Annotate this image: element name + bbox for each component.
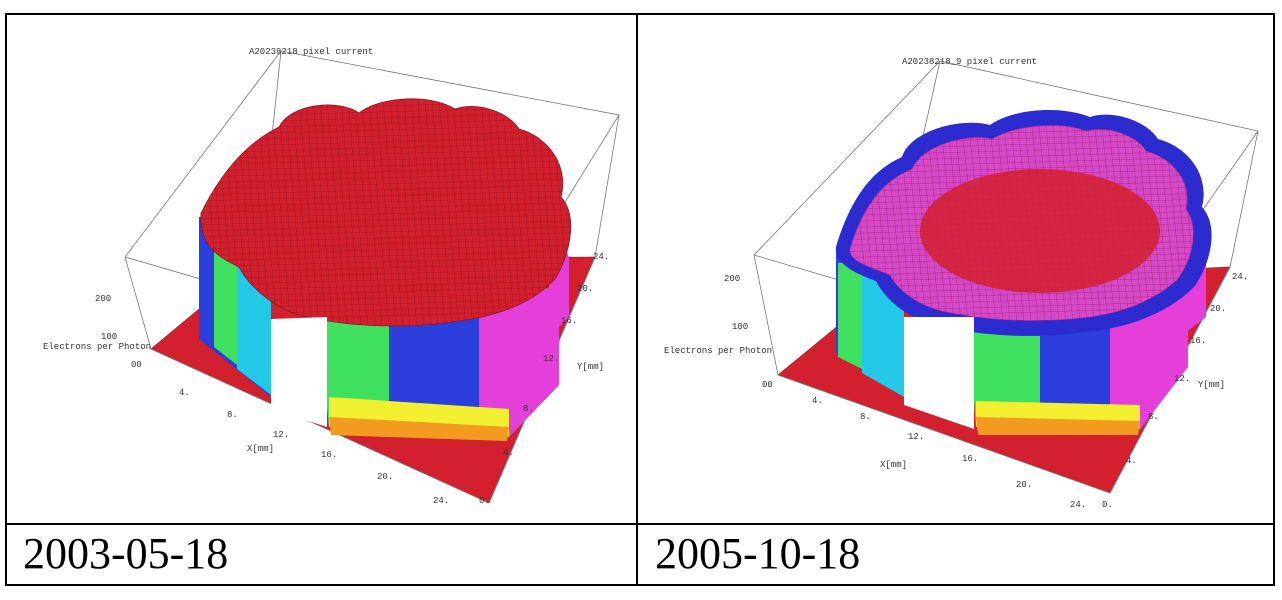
x-tick: 20.: [377, 472, 393, 482]
z-axis-label: Electrons per Photon: [43, 342, 151, 352]
chart-title: A20238218_9 pixel current: [902, 57, 1037, 67]
x-tick: 20.: [1016, 480, 1032, 490]
x-tick: 12.: [273, 430, 289, 440]
z-tick: 00: [762, 380, 773, 390]
y-tick: 24.: [1232, 272, 1248, 282]
x-tick: 16.: [962, 454, 978, 464]
surface-plot-2005: A20238218_9 pixel current 200 100 00 Ele…: [664, 57, 1259, 510]
y-tick: 8.: [523, 404, 534, 414]
x-axis-label: X[mm]: [880, 460, 907, 470]
plot-panel-2005: A20238218_9 pixel current 200 100 00 Ele…: [640, 17, 1273, 521]
x-tick: 24.: [433, 496, 449, 506]
y-tick: 0.: [1102, 500, 1113, 510]
y-tick: 12.: [543, 354, 559, 364]
date-caption-right: 2005-10-18: [655, 529, 861, 578]
y-tick: 8.: [1148, 412, 1159, 422]
y-tick: 12.: [1174, 374, 1190, 384]
x-tick: 4.: [812, 396, 823, 406]
z-tick: 100: [101, 332, 117, 342]
y-tick: 20.: [577, 284, 593, 294]
table-divider-vertical: [636, 15, 638, 584]
x-tick: 16.: [321, 450, 337, 460]
y-tick: 20.: [1210, 304, 1226, 314]
y-tick: 4.: [503, 448, 514, 458]
y-tick: 24.: [593, 252, 609, 262]
y-tick: 4.: [1126, 456, 1137, 466]
plateau-center-red: [920, 169, 1160, 293]
x-tick: 12.: [908, 432, 924, 442]
x-tick: 4.: [179, 388, 190, 398]
y-axis-label: Y[mm]: [1198, 380, 1225, 390]
cutout-gap: [904, 317, 974, 429]
x-tick: 24.: [1070, 500, 1086, 510]
z-tick: 100: [732, 322, 748, 332]
chart-title: A20238218 pixel current: [249, 47, 373, 57]
y-tick: 16.: [1190, 336, 1206, 346]
date-caption-left: 2003-05-18: [23, 529, 229, 578]
x-axis-label: X[mm]: [247, 444, 274, 454]
y-tick: 16.: [561, 316, 577, 326]
plot-panel-2003: A20238218 pixel current 200 100 00 Elect…: [9, 17, 634, 521]
plateau-surface: [200, 98, 572, 327]
comparison-table: A20238218 pixel current 200 100 00 Elect…: [5, 13, 1275, 586]
z-tick: 200: [95, 294, 111, 304]
cutout-gap: [271, 317, 327, 427]
y-tick: 0.: [479, 496, 490, 506]
z-axis-label: Electrons per Photon: [664, 346, 772, 356]
x-tick: 8.: [227, 410, 238, 420]
table-divider-horizontal: [7, 523, 1273, 525]
y-axis-label: Y[mm]: [577, 362, 604, 372]
x-tick: 8.: [860, 412, 871, 422]
z-tick: 00: [131, 360, 142, 370]
z-tick: 200: [724, 274, 740, 284]
surface-plot-2003: A20238218 pixel current 200 100 00 Elect…: [43, 47, 620, 506]
